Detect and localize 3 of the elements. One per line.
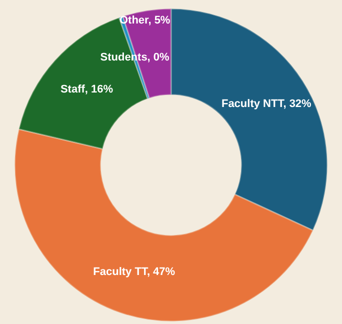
slice-label: Faculty NTT, 32% <box>221 98 312 110</box>
slice-label: Staff, 16% <box>60 83 114 96</box>
slice-label: Faculty TT, 47% <box>93 266 176 278</box>
